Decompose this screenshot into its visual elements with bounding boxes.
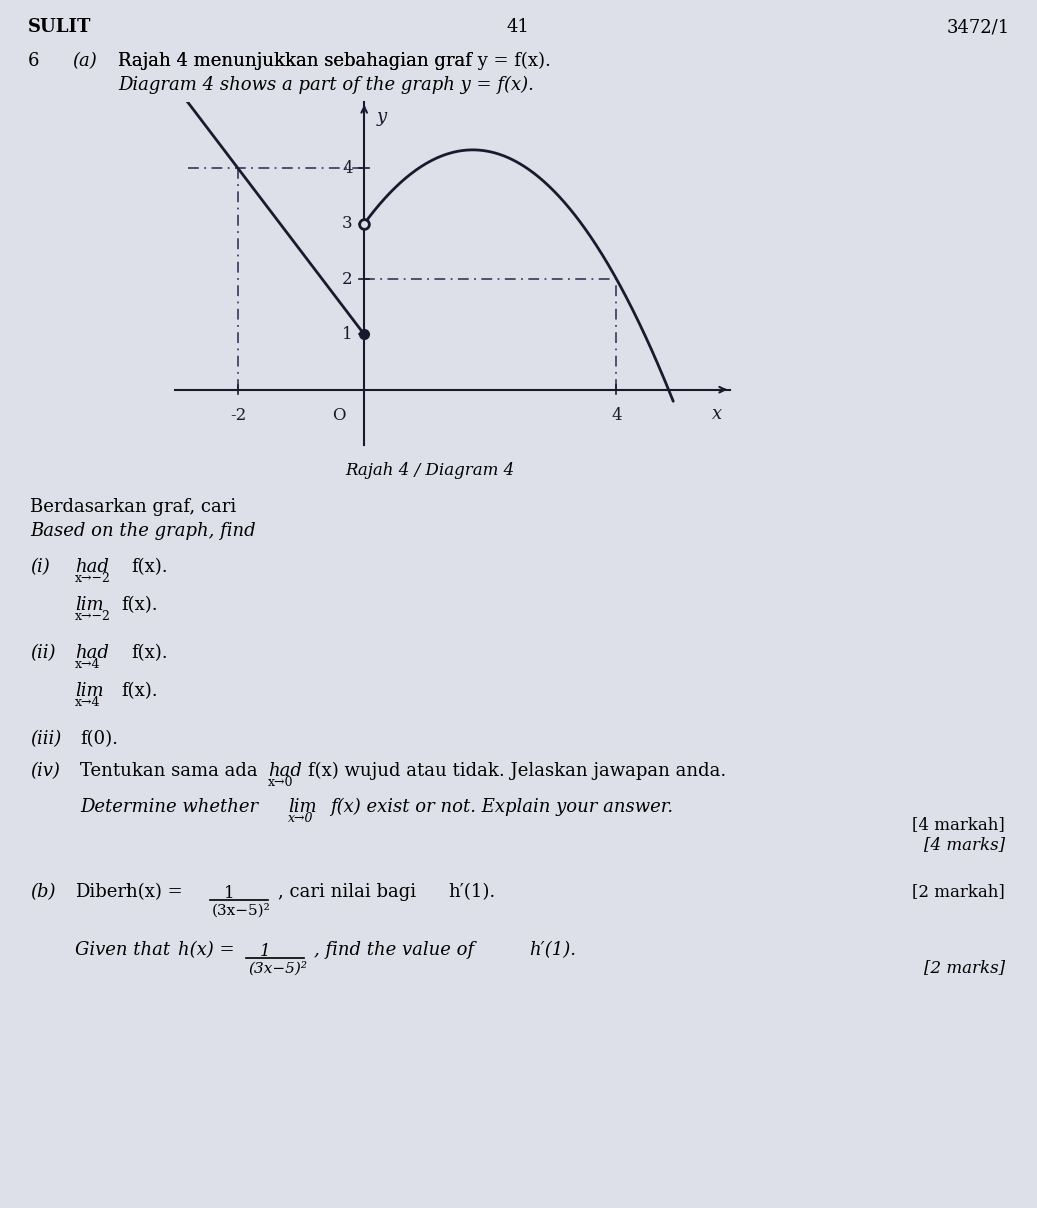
Text: SULIT: SULIT (28, 18, 91, 36)
Text: [4 markah]: [4 markah] (913, 815, 1005, 834)
Text: 41: 41 (506, 18, 530, 36)
Text: Diagram 4 shows a part of the graph y = f(x).: Diagram 4 shows a part of the graph y = … (118, 76, 534, 94)
Text: , find the value of: , find the value of (314, 941, 474, 959)
Text: 6: 6 (28, 52, 39, 70)
Text: 4: 4 (611, 407, 622, 424)
Text: (a): (a) (72, 52, 96, 70)
Text: Tentukan sama ada: Tentukan sama ada (80, 762, 257, 780)
Text: Diberi: Diberi (75, 883, 132, 901)
Text: Given that: Given that (75, 941, 170, 959)
Text: (iii): (iii) (30, 730, 61, 748)
Text: Based on the graph, find: Based on the graph, find (30, 522, 256, 540)
Text: 3: 3 (342, 215, 353, 232)
Text: [4 marks]: [4 marks] (924, 836, 1005, 853)
Text: lim: lim (288, 798, 316, 815)
Text: [2 marks]: [2 marks] (924, 959, 1005, 976)
Text: y: y (376, 108, 387, 126)
Text: x→0: x→0 (288, 812, 313, 825)
Text: f(x).: f(x). (121, 683, 158, 699)
Text: f(x).: f(x). (121, 596, 158, 614)
Text: x→−2: x→−2 (75, 573, 111, 585)
Text: (3x−5)²: (3x−5)² (212, 904, 271, 917)
Text: x→−2: x→−2 (75, 610, 111, 623)
Text: 1: 1 (224, 885, 234, 902)
Text: Rajah 4 / Diagram 4: Rajah 4 / Diagram 4 (345, 461, 514, 480)
Text: f(0).: f(0). (80, 730, 118, 748)
Text: Determine whether: Determine whether (80, 798, 258, 815)
Text: -2: -2 (230, 407, 246, 424)
Text: lim: lim (75, 596, 104, 614)
Text: (3x−5)²: (3x−5)² (248, 962, 307, 975)
Text: h(x) =: h(x) = (178, 941, 234, 959)
Text: 4: 4 (342, 159, 353, 176)
Text: (ii): (ii) (30, 644, 56, 662)
Text: f(x) wujud atau tidak. Jelaskan jawapan anda.: f(x) wujud atau tidak. Jelaskan jawapan … (308, 762, 726, 780)
Text: Berdasarkan graf, cari: Berdasarkan graf, cari (30, 498, 236, 516)
Text: h(x) =: h(x) = (127, 883, 183, 901)
Text: h′(1).: h′(1). (529, 941, 576, 959)
Text: h′(1).: h′(1). (448, 883, 496, 901)
Text: had: had (75, 644, 109, 662)
Text: 2: 2 (342, 271, 353, 288)
Text: f(x).: f(x). (131, 558, 168, 576)
Text: (i): (i) (30, 558, 50, 576)
Text: lim: lim (75, 683, 104, 699)
Text: (b): (b) (30, 883, 56, 901)
Text: , cari nilai bagi: , cari nilai bagi (278, 883, 416, 901)
Text: x→4: x→4 (75, 696, 101, 709)
Text: Rajah 4 menunjukkan sebahagian graf y = f(x).: Rajah 4 menunjukkan sebahagian graf y = … (118, 52, 551, 70)
Text: had: had (75, 558, 109, 576)
Text: (iv): (iv) (30, 762, 60, 780)
Text: 1: 1 (260, 943, 271, 960)
Text: x→4: x→4 (75, 658, 101, 670)
Text: f(x).: f(x). (131, 644, 168, 662)
Text: 3472/1: 3472/1 (947, 18, 1010, 36)
Text: O: O (332, 407, 345, 424)
Text: x→0: x→0 (268, 776, 293, 789)
Text: 1: 1 (342, 326, 353, 343)
Text: x: x (712, 405, 723, 423)
Text: f(x) exist or not. Explain your answer.: f(x) exist or not. Explain your answer. (330, 798, 673, 817)
Text: Rajah 4 menunjukkan sebahagian graf: Rajah 4 menunjukkan sebahagian graf (118, 52, 478, 70)
Text: [2 markah]: [2 markah] (913, 883, 1005, 900)
Text: had: had (268, 762, 302, 780)
